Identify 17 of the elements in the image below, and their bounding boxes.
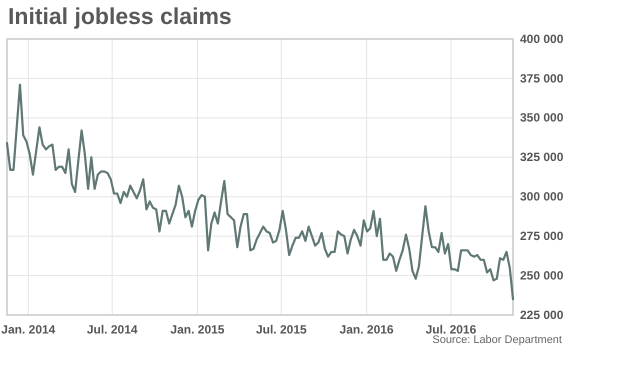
y-tick-label: 375 000	[520, 71, 564, 86]
y-tick-label: 400 000	[520, 32, 564, 46]
x-tick-label: Jul. 2015	[256, 322, 307, 337]
x-tick-label: Jan. 2016	[340, 322, 394, 337]
y-tick-label: 350 000	[520, 110, 564, 125]
y-tick-label: 225 000	[520, 308, 564, 322]
source-note: Source: Labor Department	[432, 334, 562, 346]
x-tick-label: Jul. 2014	[86, 322, 138, 337]
y-tick-label: 250 000	[520, 268, 564, 282]
y-tick-label: 300 000	[520, 190, 564, 204]
x-tick-label: Jan. 2014	[1, 322, 56, 337]
chart-title: Initial jobless claims	[8, 3, 232, 29]
y-tick-label: 275 000	[520, 228, 564, 243]
x-tick-label: Jan. 2015	[170, 322, 225, 337]
y-tick-label: 325 000	[520, 150, 564, 164]
line-series	[6, 84, 514, 300]
x-tick-label: Jul. 2016	[426, 322, 477, 337]
